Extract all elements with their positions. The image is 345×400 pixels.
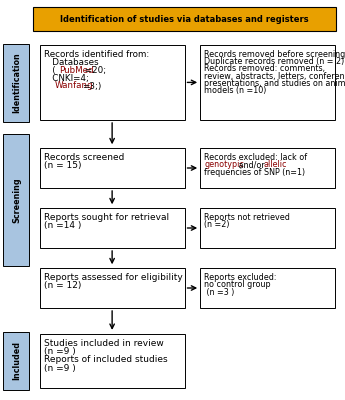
Text: Reports excluded:: Reports excluded: xyxy=(204,273,277,282)
Text: CNKI=4;: CNKI=4; xyxy=(44,74,89,83)
Text: PubMed: PubMed xyxy=(59,66,93,75)
FancyBboxPatch shape xyxy=(40,45,185,120)
Text: Screening: Screening xyxy=(12,177,21,223)
Text: =20;: =20; xyxy=(82,66,106,75)
Text: Records removed: comments,: Records removed: comments, xyxy=(204,64,325,74)
Text: (: ( xyxy=(44,66,56,75)
Text: Databases: Databases xyxy=(44,58,98,67)
FancyBboxPatch shape xyxy=(40,148,185,188)
FancyBboxPatch shape xyxy=(33,7,336,31)
Text: presentations, and studies on animal: presentations, and studies on animal xyxy=(204,79,345,88)
Text: genotypic: genotypic xyxy=(204,160,244,170)
Text: (n =14 ): (n =14 ) xyxy=(44,221,81,230)
Text: PubMed: PubMed xyxy=(59,66,93,75)
FancyBboxPatch shape xyxy=(3,44,29,122)
FancyBboxPatch shape xyxy=(3,134,29,266)
FancyBboxPatch shape xyxy=(200,208,335,248)
Text: Identification of studies via databases and registers: Identification of studies via databases … xyxy=(60,15,308,24)
Text: allelic: allelic xyxy=(263,160,287,170)
Text: no control group: no control group xyxy=(204,280,271,290)
Text: (n =9 ): (n =9 ) xyxy=(44,347,76,356)
Text: (n =2): (n =2) xyxy=(204,220,230,230)
FancyBboxPatch shape xyxy=(40,208,185,248)
Text: Studies included in review: Studies included in review xyxy=(44,339,164,348)
Text: (n = 15): (n = 15) xyxy=(44,161,81,170)
Text: (n =9 ): (n =9 ) xyxy=(44,364,76,372)
Text: Identification: Identification xyxy=(12,53,21,113)
Text: =3;): =3;) xyxy=(82,82,101,90)
Text: Reports not retrieved: Reports not retrieved xyxy=(204,213,290,222)
Text: and/or: and/or xyxy=(236,160,267,170)
Text: Included: Included xyxy=(12,342,21,380)
Text: Records removed before screening:: Records removed before screening: xyxy=(204,50,345,59)
FancyBboxPatch shape xyxy=(200,148,335,188)
Text: Wanfang: Wanfang xyxy=(55,82,94,90)
FancyBboxPatch shape xyxy=(40,334,185,388)
FancyBboxPatch shape xyxy=(40,268,185,308)
FancyBboxPatch shape xyxy=(200,45,335,120)
Text: (n = 12): (n = 12) xyxy=(44,281,81,290)
Text: review, abstracts, letters, conference: review, abstracts, letters, conference xyxy=(204,72,345,81)
Text: Duplicate records removed (n = 2): Duplicate records removed (n = 2) xyxy=(204,57,345,66)
Text: (n =3 ): (n =3 ) xyxy=(204,288,235,297)
Text: frequencies of SNP (n=1): frequencies of SNP (n=1) xyxy=(204,168,305,177)
Text: Records identified from:: Records identified from: xyxy=(44,50,149,59)
Text: Records screened: Records screened xyxy=(44,153,124,162)
Text: models (n =10): models (n =10) xyxy=(204,86,267,95)
Text: Records excluded: lack of: Records excluded: lack of xyxy=(204,153,307,162)
Text: Reports sought for retrieval: Reports sought for retrieval xyxy=(44,213,169,222)
Text: Reports of included studies: Reports of included studies xyxy=(44,356,167,364)
Text: Reports assessed for eligibility: Reports assessed for eligibility xyxy=(44,273,183,282)
FancyBboxPatch shape xyxy=(200,268,335,308)
FancyBboxPatch shape xyxy=(3,332,29,390)
